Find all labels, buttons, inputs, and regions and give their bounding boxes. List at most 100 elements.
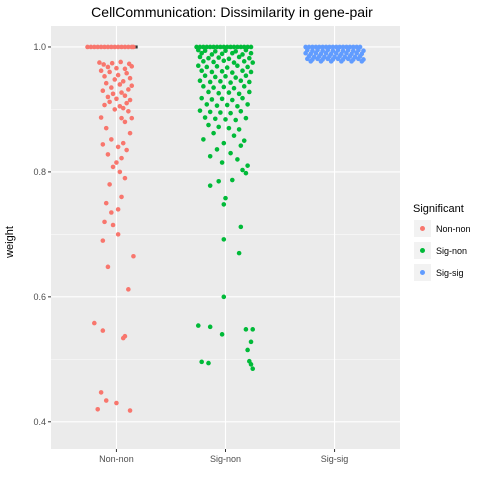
data-point: [233, 75, 239, 80]
data-point: [228, 80, 233, 85]
data-point: [119, 155, 124, 161]
data-point: [98, 68, 104, 73]
data-point: [328, 59, 334, 64]
data-point: [126, 287, 131, 292]
data-point: [115, 232, 121, 237]
data-point: [340, 44, 346, 50]
data-point: [221, 237, 227, 242]
data-point: [221, 140, 227, 146]
data-point: [131, 253, 136, 259]
data-point: [235, 44, 240, 50]
data-point: [129, 83, 135, 88]
data-point: [240, 95, 245, 101]
data-point: [119, 194, 124, 200]
data-point: [206, 55, 211, 61]
data-point: [247, 89, 252, 95]
data-point: [199, 50, 204, 56]
data-point: [243, 47, 249, 53]
data-point: [117, 169, 123, 175]
data-point: [350, 44, 356, 50]
data-point: [107, 99, 112, 105]
data-point: [195, 63, 201, 69]
data-point: [231, 60, 237, 65]
data-point: [356, 56, 361, 62]
data-point: [206, 360, 211, 366]
data-point: [201, 137, 206, 142]
data-point: [323, 50, 329, 56]
x-tick-label: Non-non: [99, 454, 134, 464]
data-point: [112, 44, 118, 50]
data-point: [95, 44, 101, 50]
data-point: [102, 74, 107, 79]
data-point: [124, 70, 129, 76]
data-point: [212, 49, 218, 54]
data-point: [101, 62, 106, 67]
data-point: [240, 52, 245, 57]
legend: Significant Non-non Sig-non Sig-sig: [413, 203, 471, 281]
data-point: [211, 59, 216, 65]
data-point: [209, 69, 215, 75]
data-point: [122, 93, 128, 98]
data-point: [310, 44, 315, 50]
data-point: [236, 54, 242, 60]
data-point: [218, 110, 223, 115]
legend-items: Non-non Sig-non Sig-sig: [414, 220, 471, 281]
data-point: [124, 147, 129, 153]
data-point: [345, 56, 351, 62]
data-point: [110, 91, 116, 97]
data-point: [221, 58, 227, 64]
data-point: [92, 44, 97, 50]
data-point: [115, 44, 121, 50]
data-point: [230, 70, 235, 75]
data-point: [228, 150, 233, 156]
data-point: [114, 160, 119, 165]
data-point: [199, 68, 204, 73]
data-point: [197, 108, 203, 113]
legend-title: Significant: [413, 203, 464, 215]
data-point: [122, 44, 128, 50]
data-point: [359, 59, 365, 64]
x-axis: Non-non Sig-non Sig-sig: [99, 449, 348, 464]
data-point: [115, 144, 121, 150]
data-point: [245, 102, 250, 107]
data-point: [333, 50, 339, 56]
y-axis-title: weight: [4, 226, 16, 259]
data-point: [241, 84, 247, 89]
data-point: [238, 44, 244, 50]
data-point: [339, 59, 344, 64]
data-point: [102, 219, 107, 225]
data-point: [223, 195, 228, 201]
data-point: [223, 117, 228, 122]
legend-label: Non-non: [436, 224, 471, 234]
data-point: [98, 115, 104, 120]
data-point: [231, 44, 237, 50]
data-point: [95, 406, 101, 412]
data-point: [228, 44, 233, 50]
data-point: [119, 90, 124, 95]
data-point: [235, 104, 240, 109]
data-point: [204, 64, 210, 70]
data-point: [248, 50, 254, 56]
data-point: [247, 79, 252, 85]
data-point: [114, 65, 119, 71]
legend-key-sig-non: [420, 248, 425, 253]
x-tick-label: Sig-sig: [321, 454, 349, 464]
data-point: [103, 125, 109, 131]
data-point: [224, 65, 230, 70]
y-tick-label: 0.8: [33, 167, 46, 177]
data-point: [201, 44, 206, 50]
data-point: [129, 64, 135, 69]
data-point: [118, 59, 123, 65]
data-point: [330, 44, 336, 50]
data-point: [112, 107, 118, 112]
data-point: [114, 400, 119, 406]
data-point: [221, 44, 227, 50]
data-point: [206, 89, 211, 95]
data-point: [107, 69, 112, 75]
data-point: [313, 50, 319, 56]
data-point: [223, 48, 228, 54]
data-point: [240, 68, 245, 73]
legend-key-non-non: [420, 226, 425, 231]
data-point: [207, 109, 213, 115]
data-point: [117, 104, 123, 109]
